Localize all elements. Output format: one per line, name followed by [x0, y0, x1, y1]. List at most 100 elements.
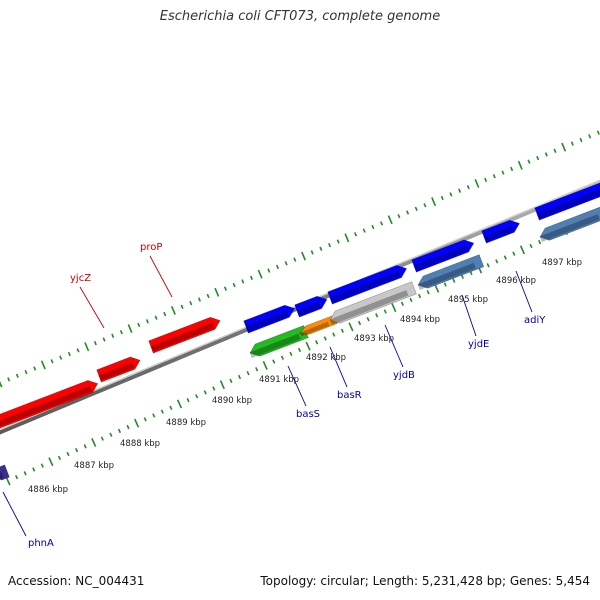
gene-blue-2-shade: [296, 301, 322, 316]
lower-scale-minor-tick: [237, 374, 242, 380]
upper-scale-minor-tick: [553, 148, 557, 153]
upper-scale-minor-tick: [527, 159, 531, 164]
gene-blue-1-shade: [245, 310, 289, 332]
upper-scale-minor-tick: [328, 242, 332, 248]
gene-label-adiy: adiY: [524, 315, 546, 326]
gene-blue-2-body: [294, 295, 328, 318]
upper-scale-minor-tick: [362, 228, 366, 233]
lower-scale-minor-tick: [289, 351, 293, 357]
upper-scale-minor-tick: [206, 293, 210, 299]
upper-scale-major-tick: [387, 215, 393, 225]
lower-scale-minor-tick: [418, 293, 422, 299]
upper-scale-minor-tick: [267, 268, 271, 273]
upper-scale-major-tick: [127, 324, 133, 334]
lower-scale-minor-tick: [272, 359, 276, 364]
lower-scale-minor-tick: [383, 309, 387, 314]
scale-label: 4887 kbp: [74, 461, 114, 471]
lower-scale-minor-tick: [203, 390, 207, 395]
upper-scale-minor-tick: [249, 275, 253, 280]
gene-layer: [0, 182, 600, 481]
upper-scale-major-tick: [214, 287, 220, 297]
lower-scale-minor-tick: [23, 471, 27, 476]
upper-scale-major-tick: [517, 160, 523, 170]
lower-scale-minor-tick: [297, 347, 302, 353]
lower-scale-minor-tick: [246, 370, 250, 376]
gene-label-leader: [2, 491, 27, 537]
gene-green-1-shade: [249, 333, 301, 358]
lower-scale-minor-tick: [32, 467, 36, 472]
gene-steel-1: [417, 254, 485, 290]
gene-steel-2-body: [539, 206, 600, 241]
lower-scale-minor-tick: [426, 290, 430, 295]
lower-scale-minor-tick: [460, 274, 464, 279]
upper-scale-minor-tick: [440, 195, 444, 201]
lower-scale-minor-tick: [186, 397, 190, 403]
map-title: Escherichia coli CFT073, complete genome: [159, 9, 441, 24]
gene-red-1-body: [0, 380, 99, 429]
scale-label: 4888 kbp: [120, 439, 160, 449]
lower-scale-minor-tick: [512, 251, 516, 256]
gene-blue-4-shade: [413, 245, 469, 271]
gene-blue-2: [294, 295, 328, 318]
gene-label-phna: phnA: [28, 538, 54, 549]
upper-scale-minor-tick: [102, 337, 106, 342]
lower-scale-minor-tick: [280, 355, 284, 360]
upper-scale-minor-tick: [371, 224, 375, 230]
lower-scale-major-tick: [348, 322, 354, 332]
upper-scale-minor-tick: [111, 333, 115, 338]
gene-steel-2-shade: [539, 214, 600, 242]
gene-blue-1: [243, 304, 296, 334]
lower-scale-major-tick: [434, 283, 440, 293]
lower-scale-minor-tick: [315, 340, 319, 345]
upper-scale-minor-tick: [67, 351, 71, 357]
gene-label-yjcz: yjcZ: [70, 273, 91, 284]
gene-gray-1-body: [329, 281, 417, 324]
upper-scale-major-tick: [40, 360, 46, 370]
upper-scale-minor-tick: [232, 282, 236, 288]
upper-scale-minor-tick: [510, 166, 514, 172]
lower-scale-minor-tick: [152, 413, 156, 418]
upper-scale-minor-tick: [310, 250, 314, 255]
upper-scale-minor-tick: [197, 297, 201, 302]
lower-scale-minor-tick: [75, 448, 79, 453]
gene-blue-6-body: [534, 182, 600, 221]
upper-scale-minor-tick: [544, 152, 548, 157]
gene-blue-5: [481, 219, 520, 244]
lower-scale-minor-tick: [126, 424, 130, 430]
lower-scale-minor-tick: [169, 405, 173, 410]
upper-scale-minor-tick: [33, 366, 37, 371]
lower-scale-minor-tick: [357, 320, 362, 326]
upper-scale-minor-tick: [275, 264, 280, 270]
upper-scale-minor-tick: [423, 203, 427, 208]
lower-scale-minor-tick: [409, 297, 413, 303]
upper-scale-minor-tick: [284, 261, 288, 266]
gene-gray-1: [329, 281, 417, 325]
gene-purple-1: [0, 464, 10, 481]
gene-blue-6-shade: [536, 189, 600, 219]
upper-scale-minor-tick: [579, 137, 583, 143]
upper-scale-minor-tick: [380, 221, 384, 226]
upper-scale-minor-tick: [145, 319, 149, 324]
lower-scale-major-tick: [219, 380, 225, 390]
upper-scale-minor-tick: [484, 177, 488, 183]
scale-label: 4891 kbp: [259, 375, 299, 385]
lower-scale-minor-tick: [255, 367, 259, 372]
gene-label-leader: [384, 324, 404, 368]
upper-scale-minor-tick: [458, 188, 462, 193]
label-layer: 4886 kbp 4887 kbp 4888 kbp 4889 kbp 4890 kbp…: [2, 242, 582, 549]
upper-scale-major-tick: [431, 197, 437, 207]
gene-blue-6: [534, 182, 600, 221]
gene-label-leader: [149, 255, 173, 298]
upper-scale-major-tick: [474, 179, 480, 188]
lower-scale-minor-tick: [495, 259, 499, 264]
gene-red-1: [0, 380, 99, 429]
upper-scale-minor-tick: [492, 174, 496, 179]
upper-scale-minor-tick: [354, 232, 358, 237]
lower-scale-minor-tick: [100, 436, 104, 441]
lower-scale-minor-tick: [212, 386, 216, 391]
lower-scale-minor-tick: [443, 282, 447, 287]
lower-scale-minor-tick: [195, 394, 199, 399]
gene-blue-1-body: [243, 304, 296, 334]
accession-text: Accession: NC_004431: [8, 574, 145, 588]
gene-label-bass: basS: [296, 409, 320, 420]
